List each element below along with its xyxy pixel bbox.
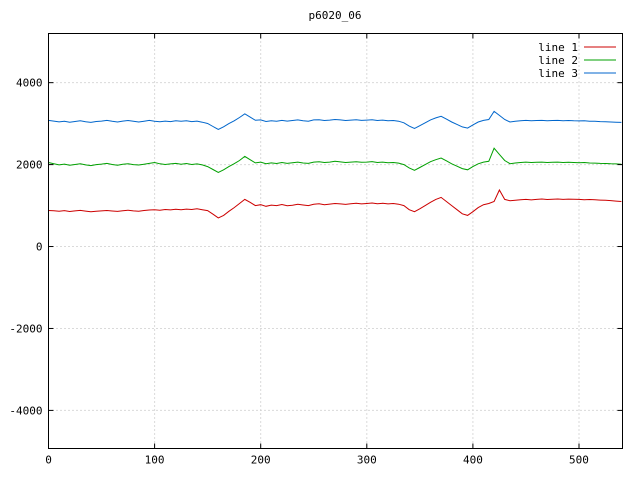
x-tick-label: 0	[45, 454, 52, 467]
legend-label: line 3	[538, 67, 578, 80]
y-tick-label: -2000	[9, 322, 42, 335]
chart-title: p6020_06	[309, 9, 362, 22]
legend-label: line 1	[538, 41, 578, 54]
y-tick-label: 2000	[16, 159, 43, 172]
grid-layer	[48, 33, 623, 449]
legend-label: line 2	[538, 54, 578, 67]
axis-layer: 0 100 200 300 400 500 -4000 -2000 0 2000 4000	[9, 33, 623, 467]
series-line-3	[48, 110, 622, 130]
series-line-2	[48, 147, 622, 173]
series-line-1	[48, 188, 622, 219]
y-tick-label: -4000	[9, 404, 42, 417]
x-tick-label: 300	[357, 454, 377, 467]
x-tick-label: 100	[145, 454, 165, 467]
plot-border	[48, 33, 623, 449]
y-tick-label: 0	[36, 241, 43, 254]
x-tick-label: 400	[463, 454, 483, 467]
y-tick-label: 4000	[16, 77, 43, 90]
series-layer	[48, 110, 622, 219]
x-tick-label: 200	[251, 454, 271, 467]
x-tick-label: 500	[569, 454, 589, 467]
